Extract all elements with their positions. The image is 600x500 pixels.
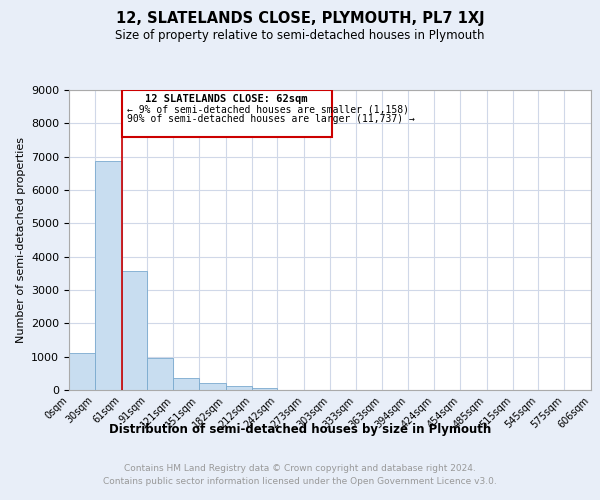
Text: ← 9% of semi-detached houses are smaller (1,158): ← 9% of semi-detached houses are smaller… — [127, 104, 409, 115]
Bar — [148, 358, 173, 390]
Bar — [173, 378, 199, 390]
Text: 12, SLATELANDS CLOSE, PLYMOUTH, PL7 1XJ: 12, SLATELANDS CLOSE, PLYMOUTH, PL7 1XJ — [116, 11, 484, 26]
Text: Size of property relative to semi-detached houses in Plymouth: Size of property relative to semi-detach… — [115, 29, 485, 42]
Bar — [122, 270, 148, 390]
Bar — [226, 386, 251, 390]
Text: Distribution of semi-detached houses by size in Plymouth: Distribution of semi-detached houses by … — [109, 422, 491, 436]
Text: 12 SLATELANDS CLOSE: 62sqm: 12 SLATELANDS CLOSE: 62sqm — [145, 94, 308, 104]
Text: Contains HM Land Registry data © Crown copyright and database right 2024.
Contai: Contains HM Land Registry data © Crown c… — [103, 464, 497, 486]
Bar — [95, 160, 122, 390]
Text: 90% of semi-detached houses are larger (11,737) →: 90% of semi-detached houses are larger (… — [127, 114, 415, 124]
Y-axis label: Number of semi-detached properties: Number of semi-detached properties — [16, 137, 26, 343]
Bar — [251, 388, 277, 390]
FancyBboxPatch shape — [122, 90, 332, 138]
Bar — [69, 354, 95, 390]
Bar — [199, 383, 226, 390]
